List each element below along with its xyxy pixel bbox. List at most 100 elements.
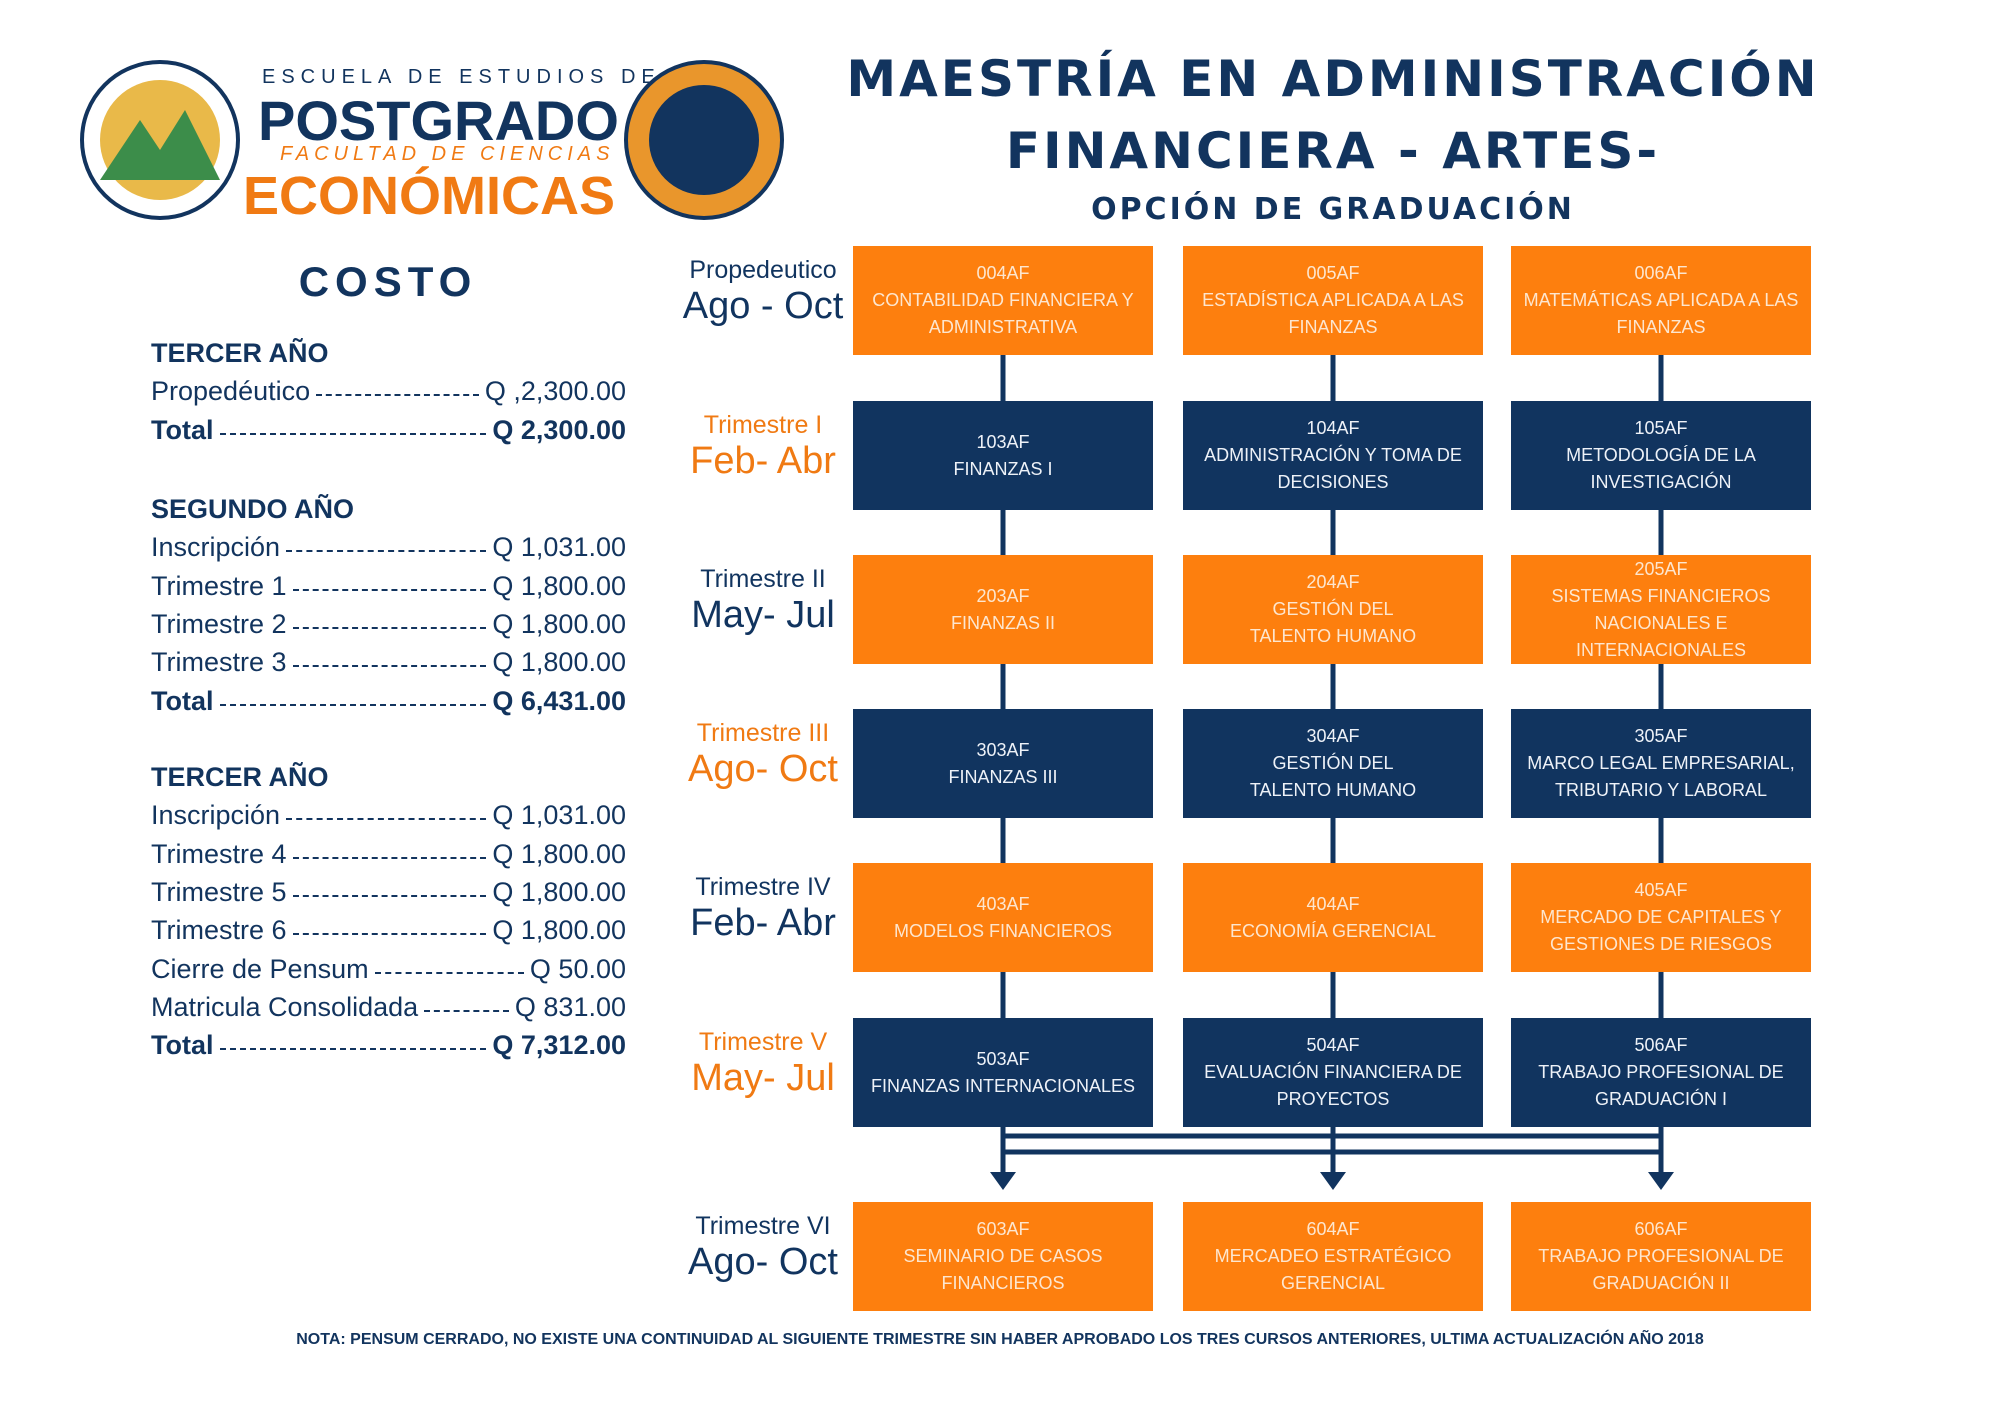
cost-item: Inscripción Q 1,031.00: [151, 532, 626, 563]
cost-item: Trimestre 6 Q 1,800.00: [151, 915, 626, 946]
course-name: METODOLOGÍA DE LA INVESTIGACIÓN: [1566, 445, 1756, 492]
course-code: 305AF: [1634, 726, 1688, 746]
course-name: MERCADO DE CAPITALES Y GESTIONES DE RIES…: [1540, 907, 1782, 954]
cost-label: Propedéutico: [151, 376, 311, 407]
course-box: 005AF ESTADÍSTICA APLICADA A LAS FINANZAS: [1183, 246, 1483, 355]
term-period: Feb- Abr: [690, 439, 836, 482]
leader: [219, 1048, 487, 1051]
term-name: Trimestre V: [698, 1027, 828, 1056]
cost-label: Cierre de Pensum: [151, 953, 369, 984]
course-name: CONTABILIDAD FINANCIERA Y ADMINISTRATIVA: [872, 290, 1134, 337]
term-period: Feb- Abr: [690, 901, 836, 944]
course-name: SEMINARIO DE CASOS FINANCIEROS: [903, 1246, 1103, 1293]
seal-logo-inner: [100, 80, 220, 200]
cost-item: Total Q 7,312.00: [151, 1030, 626, 1061]
course-code: 606AF: [1634, 1219, 1688, 1239]
cost-label: Trimestre 5: [151, 876, 287, 907]
course-box: 105AF METODOLOGÍA DE LA INVESTIGACIÓN: [1511, 401, 1811, 510]
cost-title: COSTO: [298, 258, 478, 305]
course-code: 303AF: [976, 739, 1030, 760]
cost-amount: Q ,2,300.00: [484, 376, 626, 407]
course-code: 603AF: [976, 1219, 1030, 1239]
cost-heading: TERCER AÑO: [151, 338, 329, 368]
cost-label: Trimestre 2: [151, 608, 287, 639]
term-label: Trimestre IV Feb- Abr: [663, 873, 863, 945]
logo-line: POSTGRADO: [258, 89, 619, 152]
course-box: 404AF ECONOMÍA GERENCIAL: [1183, 863, 1483, 972]
cost-amount: Q 50.00: [529, 953, 626, 984]
term-label: Trimestre II May- Jul: [663, 565, 863, 637]
cost-label: Inscripción: [151, 800, 281, 831]
course-code: 104AF: [1306, 418, 1360, 438]
leader: [286, 550, 487, 553]
course-name: MARCO LEGAL EMPRESARIAL, TRIBUTARIO Y LA…: [1527, 753, 1795, 800]
term-label: Propedeutico Ago - Oct: [663, 256, 863, 328]
course-code: 405AF: [1634, 880, 1688, 900]
cost-amount: Q 1,800.00: [492, 570, 626, 601]
cost-label: Matricula Consolidada: [151, 991, 419, 1022]
title: MAESTRÍA EN ADMINISTRACIÓN: [846, 50, 1820, 108]
course-box: 205AF SISTEMAS FINANCIEROS NACIONALES E I…: [1511, 555, 1811, 664]
subtitle: OPCIÓN DE GRADUACIÓN: [1091, 192, 1575, 227]
course-box: 103AF FINANZAS I: [853, 401, 1153, 510]
course-name: ECONOMÍA GERENCIAL: [1229, 920, 1437, 941]
cost-amount: Q 1,800.00: [492, 915, 626, 946]
cost-item: Trimestre 5 Q 1,800.00: [151, 877, 626, 908]
course-box: 506AF TRABAJO PROFESIONAL DE GRADUACIÓN I: [1511, 1018, 1811, 1127]
leader: [292, 856, 487, 859]
arrow-head: [1648, 1172, 1674, 1190]
cost-item: Inscripción Q 1,031.00: [151, 800, 626, 831]
term-name: Trimestre I: [703, 410, 823, 439]
course-code: 403AF: [976, 893, 1030, 914]
cost-item: Trimestre 3 Q 1,800.00: [151, 647, 626, 678]
leader: [316, 394, 479, 397]
cost-label: Total: [151, 414, 214, 445]
course-name: MERCADEO ESTRATÉGICO GERENCIAL: [1214, 1246, 1452, 1293]
course-code: 506AF: [1634, 1035, 1688, 1055]
course-code: 103AF: [976, 431, 1030, 452]
cost-label: Total: [151, 1030, 214, 1061]
term-period: Ago- Oct: [688, 1240, 838, 1283]
leader: [219, 703, 487, 706]
faculty-logo-inner: [649, 85, 759, 195]
arrow-head: [1320, 1172, 1346, 1190]
course-code: 304AF: [1306, 726, 1360, 746]
course-box: 606AF TRABAJO PROFESIONAL DE GRADUACIÓN I…: [1511, 1202, 1811, 1311]
term-name: Trimestre II: [700, 564, 826, 593]
cost-amount: Q 6,431.00: [492, 685, 626, 716]
cost-amount: Q 1,800.00: [492, 876, 626, 907]
cost-label: Trimestre 3: [151, 647, 287, 678]
course-name: TRABAJO PROFESIONAL DE GRADUACIÓN II: [1538, 1246, 1784, 1293]
term-period: May- Jul: [691, 593, 835, 636]
course-name: TALENTO HUMANO: [1249, 780, 1417, 800]
cost-label: Total: [151, 685, 214, 716]
course-code: 504AF: [1306, 1035, 1360, 1055]
seal-mountains: [100, 110, 220, 180]
course-name: FINANZAS III: [948, 766, 1058, 787]
course-box: 006AF MATEMÁTICAS APLICADA A LAS FINANZAS: [1511, 246, 1811, 355]
cost-label: Trimestre 6: [151, 915, 287, 946]
term-name: Trimestre III: [696, 718, 830, 747]
course-name: GESTIÓN DEL: [1272, 599, 1394, 619]
course-name: SISTEMAS FINANCIEROS NACIONALES E INTERN…: [1551, 585, 1771, 660]
cost-heading: TERCER AÑO: [151, 762, 329, 792]
leader: [374, 971, 524, 974]
course-box: 104AF ADMINISTRACIÓN Y TOMA DE DECISIONES: [1183, 401, 1483, 510]
course-name: ESTADÍSTICA APLICADA A LAS FINANZAS: [1202, 290, 1464, 337]
term-label: Trimestre I Feb- Abr: [663, 411, 863, 483]
course-name: MATEMÁTICAS APLICADA A LAS FINANZAS: [1523, 290, 1799, 337]
course-name: FINANZAS INTERNACIONALES: [870, 1075, 1136, 1096]
course-code: 004AF: [976, 263, 1030, 283]
course-name: MODELOS FINANCIEROS: [893, 920, 1113, 941]
course-box: 304AF GESTIÓN DEL TALENTO HUMANO: [1183, 709, 1483, 818]
cost-amount: Q 1,031.00: [492, 532, 626, 563]
cost-heading: SEGUNDO AÑO: [151, 494, 355, 524]
course-name: ADMINISTRACIÓN Y TOMA DE DECISIONES: [1204, 445, 1462, 492]
course-code: 604AF: [1306, 1219, 1360, 1239]
cost-amount: Q 1,800.00: [492, 608, 626, 639]
term-label: Trimestre V May- Jul: [663, 1028, 863, 1100]
cost-label: Trimestre 4: [151, 838, 287, 869]
cost-amount: Q 1,031.00: [492, 800, 626, 831]
